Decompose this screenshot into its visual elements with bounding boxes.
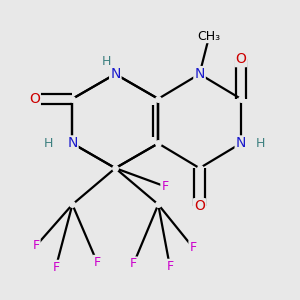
Text: N: N (236, 136, 246, 150)
Text: CH₃: CH₃ (197, 30, 220, 43)
Text: H: H (255, 137, 265, 150)
Text: O: O (236, 52, 246, 66)
Text: F: F (166, 260, 173, 273)
Text: H: H (101, 55, 111, 68)
Text: F: F (32, 239, 40, 252)
Text: H: H (44, 137, 53, 150)
Text: F: F (94, 256, 101, 269)
Text: F: F (52, 261, 59, 274)
Text: N: N (110, 67, 121, 81)
Text: N: N (194, 67, 205, 81)
Text: O: O (194, 199, 205, 213)
Text: F: F (161, 180, 168, 193)
Text: N: N (67, 136, 78, 150)
Text: O: O (29, 92, 40, 106)
Text: F: F (189, 241, 197, 254)
Text: F: F (130, 257, 137, 270)
